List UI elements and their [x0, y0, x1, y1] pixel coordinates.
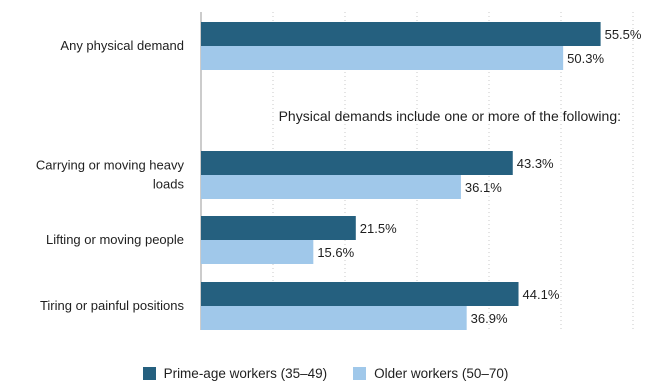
category-label: Tiring or painful positions — [40, 298, 185, 313]
value-label: 55.5% — [605, 27, 642, 42]
legend-item-prime-age: Prime-age workers (35–49) — [142, 366, 328, 381]
legend-label-older: Older workers (50–70) — [374, 366, 509, 381]
legend: Prime-age workers (35–49) Older workers … — [0, 366, 651, 381]
value-label: 50.3% — [567, 51, 604, 66]
value-label: 36.9% — [471, 311, 508, 326]
bar-prime-age — [201, 282, 519, 306]
legend-swatch-older — [353, 367, 367, 380]
legend-swatch-prime-age — [142, 367, 156, 380]
category-label: Carrying or moving heavy — [36, 158, 185, 173]
bar-older — [201, 175, 461, 199]
bar-older — [201, 306, 467, 330]
annotation-text: Physical demands include one or more of … — [279, 108, 621, 124]
category-label: loads — [153, 177, 185, 192]
bar-prime-age — [201, 22, 601, 46]
chart: Physical demands include one or more of … — [36, 12, 642, 330]
category-labels: Any physical demand Carrying or moving he… — [36, 38, 185, 313]
legend-label-prime-age: Prime-age workers (35–49) — [163, 366, 328, 381]
category-label: Lifting or moving people — [46, 232, 184, 247]
bars — [201, 22, 601, 330]
bar-older — [201, 46, 564, 70]
legend-item-older: Older workers (50–70) — [353, 366, 508, 381]
value-label: 36.1% — [465, 180, 502, 195]
category-label: Any physical demand — [60, 38, 184, 53]
bar-prime-age — [201, 216, 356, 240]
value-label: 21.5% — [360, 221, 397, 236]
value-label: 43.3% — [517, 156, 554, 171]
bar-older — [201, 240, 314, 264]
value-label: 15.6% — [317, 245, 354, 260]
value-labels: 55.5%50.3% 43.3% 36.1% 21.5% 15.6% 44.1% 36.9% — [317, 27, 642, 326]
bar-prime-age — [201, 151, 513, 175]
value-label: 44.1% — [523, 287, 560, 302]
